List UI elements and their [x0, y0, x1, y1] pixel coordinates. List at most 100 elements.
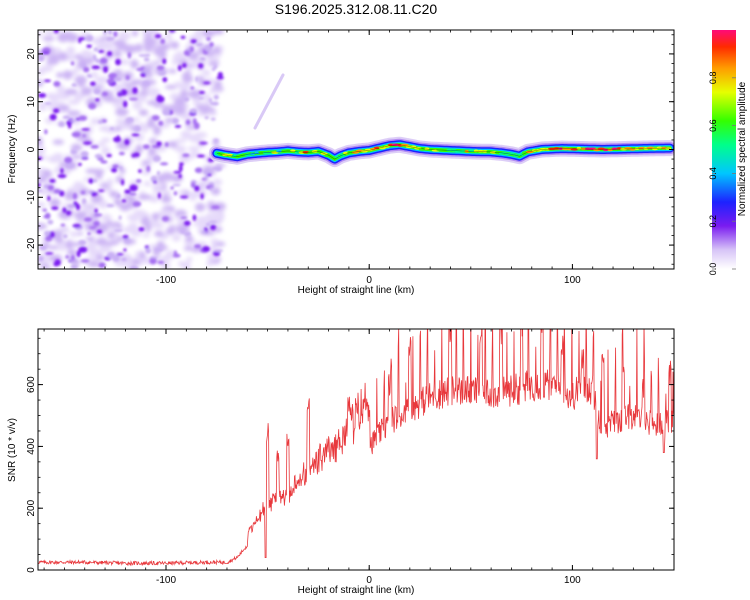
noise-speckle-blob	[182, 153, 190, 158]
noise-haze-blob	[64, 191, 76, 201]
noise-speckle-blob	[72, 192, 78, 200]
noise-haze-blob	[185, 71, 192, 76]
noise-haze-blob	[152, 181, 164, 190]
noise-haze-blob	[133, 94, 147, 103]
noise-speckle-blob	[109, 127, 115, 131]
noise-haze-blob	[71, 68, 79, 76]
noise-haze-blob	[48, 92, 60, 102]
noise-haze-blob	[97, 200, 109, 209]
noise-speckle-blob	[194, 185, 200, 192]
noise-speckle-blob	[81, 156, 89, 160]
noise-speckle-blob	[114, 229, 123, 232]
noise-haze-blob	[51, 155, 64, 163]
noise-haze-blob	[58, 51, 68, 62]
noise-speckle-blob	[216, 75, 224, 80]
noise-haze-blob	[131, 30, 139, 37]
noise-haze-blob	[101, 214, 112, 222]
noise-speckle-blob	[107, 30, 113, 35]
noise-speckle-blob	[90, 81, 96, 86]
noise-haze-blob	[173, 97, 187, 106]
noise-haze-blob	[104, 241, 117, 246]
noise-speckle-blob	[174, 124, 182, 128]
noise-haze-blob	[69, 231, 79, 238]
noise-haze-blob	[172, 53, 182, 61]
noise-haze-blob	[43, 30, 56, 36]
noise-speckle-blob	[194, 244, 202, 249]
noise-speckle-blob	[115, 193, 121, 199]
noise-haze-blob	[130, 82, 139, 87]
snr-y-ticks: 0 200 400 600	[26, 337, 674, 573]
noise-speckle-blob	[85, 35, 94, 42]
noise-haze-blob	[149, 195, 159, 203]
x-tick-label: -100	[156, 575, 176, 586]
spectrogram-y-label: Frequency (Hz)	[7, 115, 18, 184]
noise-speckle-blob	[208, 98, 212, 103]
noise-speckle-blob	[204, 116, 209, 120]
noise-speckle-blob	[43, 79, 51, 83]
noise-haze-blob	[62, 70, 73, 80]
noise-speckle-blob	[42, 208, 48, 212]
noise-haze-blob	[156, 240, 165, 249]
ridge-point	[214, 152, 220, 155]
noise-haze-blob	[142, 43, 157, 49]
noise-haze-blob	[73, 93, 85, 101]
noise-speckle-blob	[179, 162, 184, 166]
noise-haze-blob	[65, 33, 79, 43]
noise-speckle-blob	[62, 207, 67, 213]
noise-speckle-blob	[112, 164, 119, 169]
noise-speckle-blob	[183, 96, 190, 102]
noise-haze-blob	[162, 190, 172, 195]
noise-haze-blob	[179, 155, 190, 163]
noise-speckle-blob	[180, 229, 185, 234]
noise-haze-blob	[57, 167, 71, 176]
noise-speckle-blob	[197, 96, 205, 100]
noise-speckle-blob	[80, 259, 90, 263]
noise-speckle-blob	[43, 230, 51, 236]
noise-haze-blob	[84, 243, 97, 252]
noise-speckle-blob	[83, 217, 93, 223]
noise-haze-blob	[115, 107, 129, 117]
y-tick-label: 400	[26, 438, 37, 455]
noise-speckle-blob	[103, 66, 108, 73]
noise-speckle-blob	[88, 74, 93, 78]
noise-haze-blob	[73, 181, 84, 192]
noise-speckle-blob	[51, 206, 59, 210]
noise-haze-blob	[115, 118, 124, 125]
noise-haze-blob	[66, 249, 78, 257]
noise-speckle-blob	[152, 180, 158, 184]
noise-haze-blob	[151, 212, 160, 221]
noise-speckle-blob	[138, 227, 145, 232]
noise-speckle-blob	[82, 134, 86, 138]
noise-haze-blob	[76, 79, 86, 88]
noise-speckle-blob	[95, 98, 100, 102]
noise-haze-blob	[65, 54, 76, 62]
noise-haze-blob	[74, 210, 88, 221]
noise-haze-blob	[123, 44, 136, 55]
colorbar-tick-label: 0.2	[708, 215, 718, 228]
noise-speckle-blob	[116, 253, 124, 256]
noise-speckle-blob	[41, 51, 50, 55]
noise-speckle-blob	[38, 256, 44, 262]
noise-speckle-blob	[69, 119, 77, 123]
noise-speckle-blob	[202, 81, 211, 85]
noise-speckle-blob	[157, 192, 161, 199]
noise-haze-blob	[178, 260, 185, 267]
snr-x-label: Height of straight line (km)	[298, 585, 415, 596]
noise-speckle-blob	[211, 205, 220, 210]
noise-haze-blob	[49, 198, 61, 208]
ridge-point	[656, 146, 663, 150]
noise-haze-blob	[137, 194, 152, 200]
noise-speckle-blob	[209, 41, 214, 48]
noise-speckle-blob	[44, 102, 52, 105]
noise-haze-blob	[187, 146, 200, 152]
noise-speckle-blob	[186, 47, 191, 51]
noise-speckle-blob	[178, 165, 183, 172]
noise-speckle-blob	[80, 150, 89, 158]
noise-speckle-blob	[118, 151, 125, 156]
noise-speckle-blob	[93, 178, 98, 183]
noise-speckle-blob	[71, 83, 78, 87]
noise-speckle-blob	[198, 90, 205, 94]
noise-haze-blob	[101, 146, 111, 156]
noise-speckle-blob	[114, 76, 122, 82]
